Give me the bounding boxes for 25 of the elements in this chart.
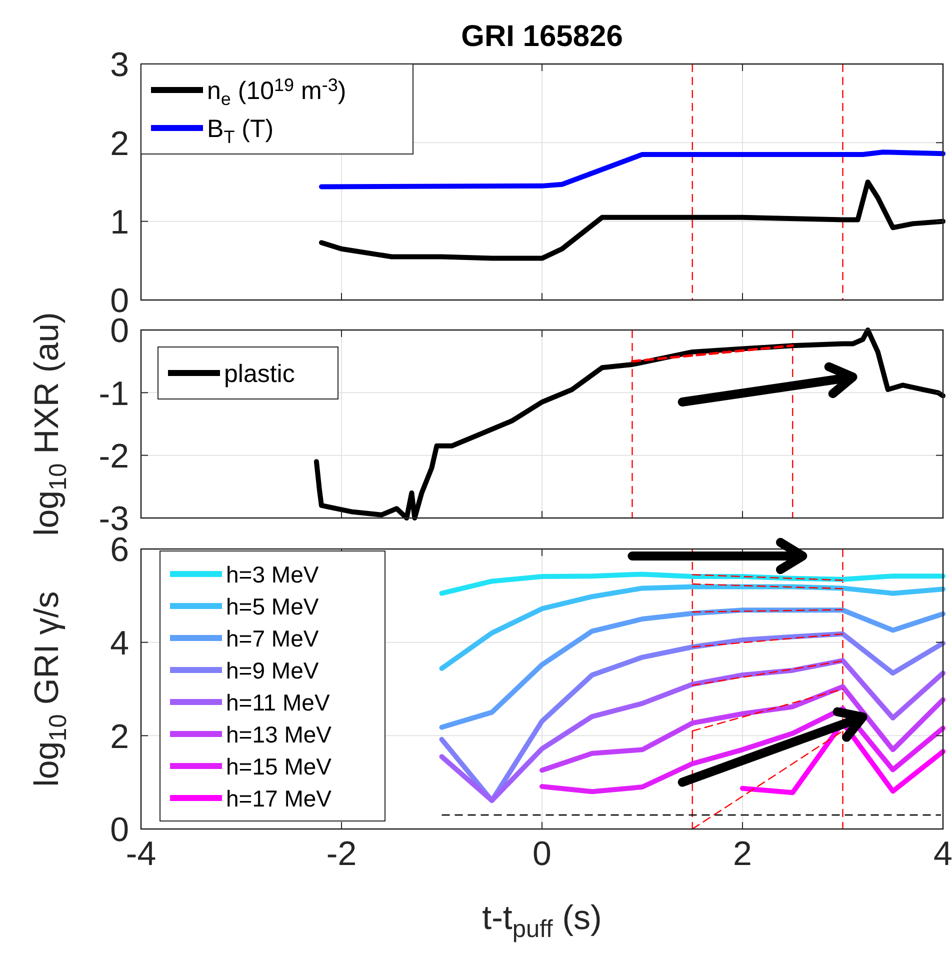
y-tick-label: 4	[110, 624, 129, 663]
x-tick-label: -2	[326, 835, 357, 873]
y-tick-label: -2	[98, 438, 129, 476]
chart-title: GRI 165826	[461, 20, 623, 53]
legend-label: h=7 MeV	[226, 625, 320, 652]
legend-label: h=3 MeV	[226, 561, 320, 588]
legend-label: B$_{T}$ (T)	[207, 115, 274, 148]
x-tick-label: 0	[532, 835, 552, 873]
y-tick-label: 3	[110, 46, 129, 84]
x-tick-label: 2	[733, 835, 752, 873]
y-tick-label: -1	[98, 374, 129, 413]
x-axis-title: t-t$_{puff}$ (s)	[482, 899, 602, 944]
legend-label: h=13 MeV	[226, 721, 332, 748]
legend-label: h=9 MeV	[226, 657, 320, 684]
legend-label: plastic	[224, 360, 295, 388]
y-tick-label: 0	[110, 312, 129, 350]
y-tick-label: 2	[110, 124, 129, 163]
legend-label: h=5 MeV	[226, 593, 320, 620]
legend-label: h=11 MeV	[226, 689, 330, 716]
legend-label: h=15 MeV	[226, 753, 332, 780]
legend-label: n$_{e}$ (10$^{19}$ m$^{-3}$)	[207, 74, 346, 110]
y-tick-label: 1	[110, 204, 129, 242]
x-tick-label: 4	[934, 835, 952, 873]
y-tick-label: 2	[110, 718, 129, 756]
legend-label: h=17 MeV	[226, 785, 332, 812]
